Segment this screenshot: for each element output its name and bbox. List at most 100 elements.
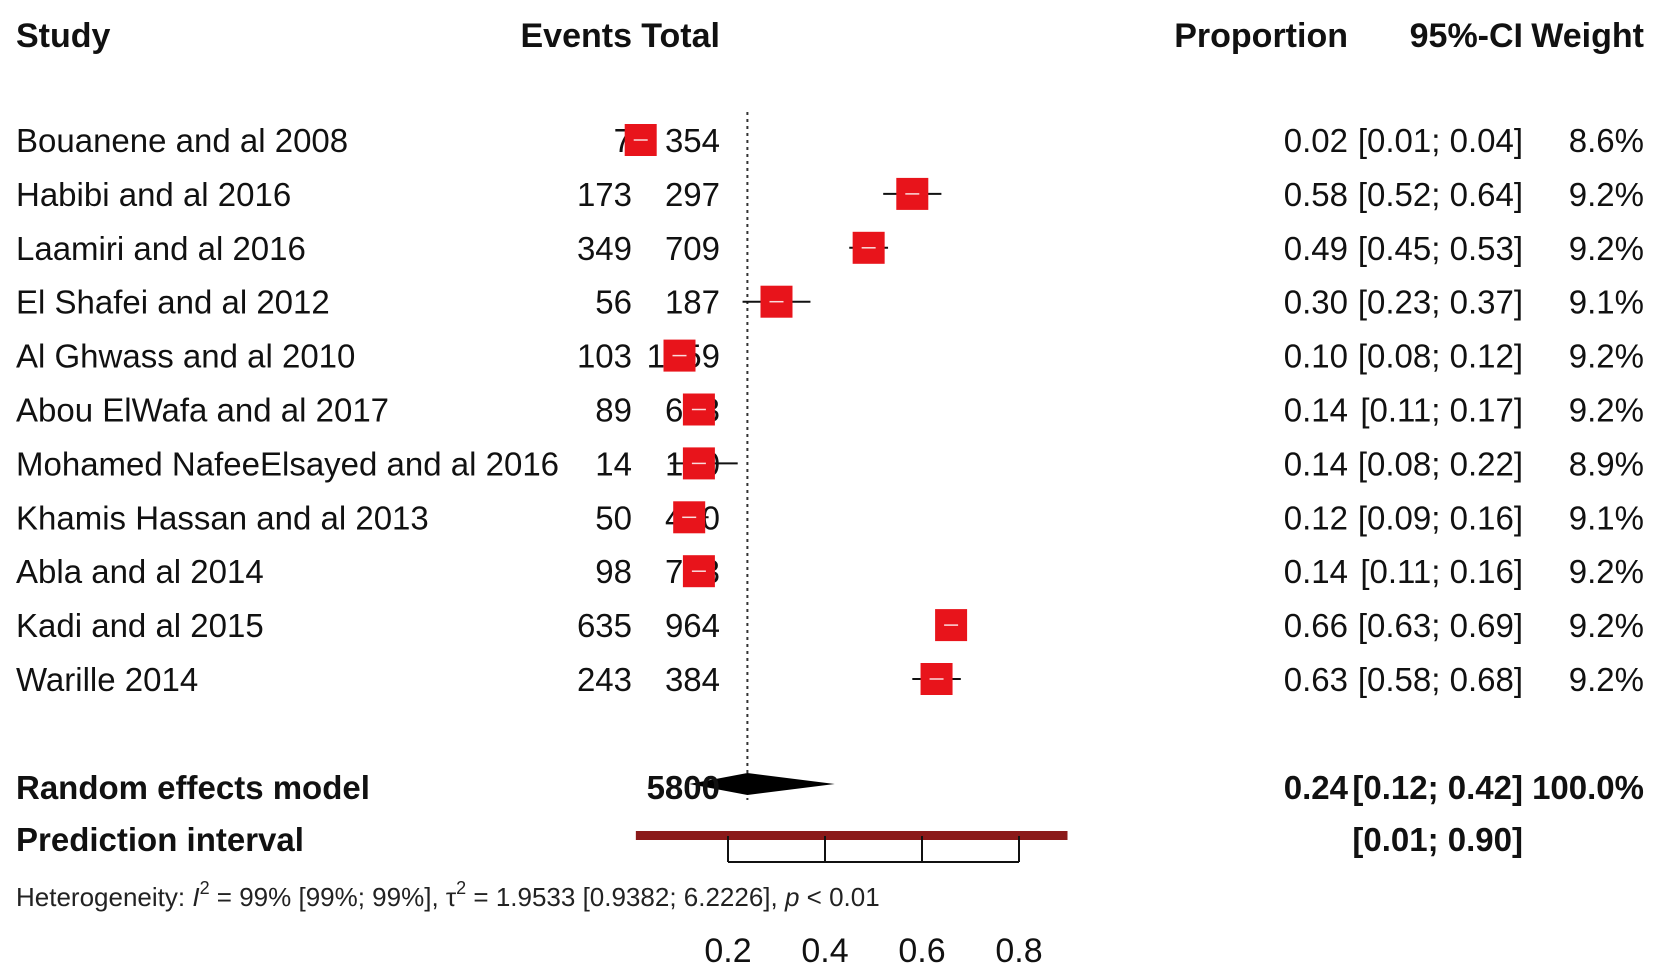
x-axis-tick-label: 0.6: [898, 932, 945, 970]
study-total: 187: [665, 284, 720, 321]
header-ci: 95%-CI: [1410, 17, 1523, 55]
study-weight: 9.1%: [1569, 499, 1644, 536]
het-i-superscript: 2: [200, 878, 210, 898]
study-total: 384: [665, 661, 720, 698]
study-row: Kadi and al 2015 635 964 0.66 [0.63; 0.69] 9.…: [16, 607, 1644, 644]
header-proportion: Proportion: [1174, 17, 1348, 55]
study-name: Habibi and al 2016: [16, 176, 291, 213]
study-name: Abou ElWafa and al 2017: [16, 392, 389, 429]
study-proportion: 0.58: [1284, 176, 1348, 213]
study-proportion: 0.49: [1284, 230, 1348, 267]
study-name: Bouanene and al 2008: [16, 122, 348, 159]
heterogeneity-text: Heterogeneity: I2 = 99% [99%; 99%], τ2 =…: [16, 878, 880, 912]
study-name: Kadi and al 2015: [16, 607, 264, 644]
random-effects-label: Random effects model: [16, 769, 370, 806]
study-proportion: 0.12: [1284, 499, 1348, 536]
study-name: Al Ghwass and al 2010: [16, 338, 355, 375]
study-ci: [0.63; 0.69]: [1358, 607, 1523, 644]
het-tau-superscript: 2: [456, 878, 466, 898]
study-events: 89: [595, 392, 632, 429]
study-ci: [0.11; 0.16]: [1360, 553, 1523, 590]
header-events: Events: [521, 17, 633, 55]
study-row: Abou ElWafa and al 2017896330.14[0.11; 0…: [16, 392, 1644, 429]
study-events: 50: [595, 499, 632, 536]
study-row: Mohamed NafeeElsayed and al 2016141000.1…: [16, 445, 1644, 482]
study-weight: 9.2%: [1569, 553, 1644, 590]
study-weight: 9.2%: [1569, 338, 1644, 375]
study-row: Al Ghwass and al 201010310590.10[0.08; 0…: [16, 338, 1644, 375]
study-ci: [0.11; 0.17]: [1360, 392, 1523, 429]
study-weight: 8.9%: [1569, 445, 1644, 482]
study-total: 354: [665, 122, 720, 159]
het-i2-value: = 99% [99%; 99%],: [210, 882, 446, 912]
plot-area: 0.2 0.4 0.6 0.8: [624, 112, 1068, 970]
study-weight: 9.2%: [1569, 607, 1644, 644]
study-row: Habibi and al 2016 173 297 0.58 [0.52; 0.64]…: [16, 176, 1644, 213]
study-total: 297: [665, 176, 720, 213]
study-ci: [0.01; 0.04]: [1358, 122, 1523, 159]
study-name: El Shafei and al 2012: [16, 284, 330, 321]
study-proportion: 0.02: [1284, 122, 1348, 159]
random-effects-proportion: 0.24: [1284, 769, 1349, 806]
x-axis-tick-label: 0.2: [704, 932, 751, 970]
study-name: Laamiri and al 2016: [16, 230, 306, 267]
study-row: Bouanene and al 2008 7 354 0.02 [0.01; 0.04]…: [16, 122, 1644, 159]
study-name: Khamis Hassan and al 2013: [16, 499, 429, 536]
random-effects-row: Random effects model 5800 0.24 [0.12; 0.…: [16, 769, 1644, 806]
header-study: Study: [16, 17, 111, 55]
study-row: Warille 2014 243 384 0.63 [0.58; 0.68] 9.2%: [16, 661, 1644, 698]
study-name: Abla and al 2014: [16, 553, 264, 590]
study-proportion: 0.14: [1284, 392, 1348, 429]
study-ci: [0.08; 0.12]: [1358, 338, 1523, 375]
study-proportion: 0.14: [1284, 553, 1348, 590]
het-tau-symbol: τ: [446, 882, 457, 912]
het-p-value: < 0.01: [799, 882, 879, 912]
prediction-interval-ci: [0.01; 0.90]: [1352, 821, 1523, 858]
prediction-interval-bar: [635, 831, 1068, 840]
study-row: Khamis Hassan and al 2013504000.12[0.09;…: [16, 499, 1644, 536]
study-events: 243: [577, 661, 632, 698]
study-name: Warille 2014: [16, 661, 198, 698]
study-row: Laamiri and al 2016 349 709 0.49 [0.45; 0.53…: [16, 230, 1644, 267]
study-weight: 9.2%: [1569, 661, 1644, 698]
study-events: 56: [595, 284, 632, 321]
header-total: Total: [641, 17, 720, 55]
study-proportion: 0.30: [1284, 284, 1348, 321]
study-ci: [0.45; 0.53]: [1358, 230, 1523, 267]
study-events: 349: [577, 230, 632, 267]
study-events: 173: [577, 176, 632, 213]
prediction-interval-label: Prediction interval: [16, 821, 304, 858]
study-weight: 8.6%: [1569, 122, 1644, 159]
study-weight: 9.2%: [1569, 392, 1644, 429]
study-name: Mohamed NafeeElsayed and al 2016: [16, 445, 559, 482]
study-events: 14: [595, 445, 632, 482]
prediction-interval-row: Prediction interval [0.01; 0.90]: [16, 821, 1523, 858]
random-effects-weight: 100.0%: [1532, 769, 1644, 806]
study-row: Abla and al 2014987130.14[0.11; 0.16]9.2…: [16, 553, 1644, 590]
study-ci: [0.58; 0.68]: [1358, 661, 1523, 698]
study-total: 964: [665, 607, 720, 644]
het-tau-value: = 1.9533 [0.9382; 6.2226],: [466, 882, 785, 912]
het-i-symbol: I: [192, 882, 199, 912]
study-rows: Bouanene and al 2008 7 354 0.02 [0.01; 0.04]…: [16, 122, 1644, 698]
study-weight: 9.2%: [1569, 176, 1644, 213]
study-ci: [0.08; 0.22]: [1358, 445, 1523, 482]
study-proportion: 0.14: [1284, 445, 1348, 482]
study-weight: 9.2%: [1569, 230, 1644, 267]
header-row: Study Events Total Proportion 95%-CI Wei…: [16, 17, 1644, 55]
summary-diamond: [689, 773, 835, 795]
x-axis-tick-label: 0.8: [995, 932, 1042, 970]
study-proportion: 0.63: [1284, 661, 1348, 698]
study-events: 103: [577, 338, 632, 375]
random-effects-ci: [0.12; 0.42]: [1352, 769, 1523, 806]
study-ci: [0.52; 0.64]: [1358, 176, 1523, 213]
study-events: 98: [595, 553, 632, 590]
study-proportion: 0.10: [1284, 338, 1348, 375]
x-axis-tick-label: 0.4: [801, 932, 848, 970]
study-ci: [0.23; 0.37]: [1358, 284, 1523, 321]
study-weight: 9.1%: [1569, 284, 1644, 321]
het-prefix: Heterogeneity:: [16, 882, 192, 912]
study-total: 709: [665, 230, 720, 267]
x-axis: 0.2 0.4 0.6 0.8: [704, 836, 1043, 970]
